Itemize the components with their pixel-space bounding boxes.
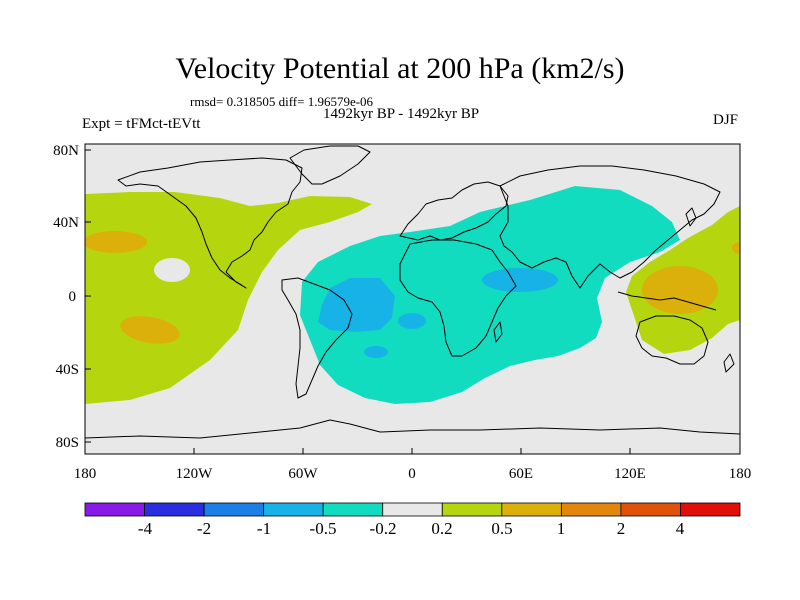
negative-core-south-atlantic (318, 278, 395, 332)
positive-core-north-pacific (85, 231, 147, 253)
lon-label-120w: 120W (176, 466, 214, 482)
colorbar-label: 2 (616, 519, 626, 538)
negative-core-tropical-atlantic (398, 313, 426, 329)
positive-region-east-pacific (85, 192, 372, 404)
coast-maritime-continent (617, 291, 717, 311)
colorbar-box (501, 502, 562, 517)
coast-south-america (281, 277, 353, 399)
coast-africa (399, 239, 517, 357)
period-label: 1492kyr BP - 1492kyr BP (323, 106, 480, 122)
colorbar-box (263, 502, 324, 517)
lon-label-180e: 180 (729, 466, 752, 482)
colorbar-label: -0.2 (369, 519, 397, 538)
colorbar-box (620, 502, 681, 517)
plot-title: Velocity Potential at 200 hPa (km2/s) (175, 52, 625, 85)
colorbar-box (84, 502, 145, 517)
lat-label-0: 0 (69, 289, 77, 305)
lon-label-0: 0 (408, 466, 416, 482)
colorbar-label: -2 (196, 519, 212, 538)
colorbar-box (680, 502, 741, 517)
field-layer (85, 144, 740, 454)
coastlines (85, 145, 740, 439)
coast-greenland (289, 145, 371, 185)
lat-label-80n: 80N (53, 143, 79, 159)
coast-japan (685, 207, 697, 227)
negative-core-arabia (482, 268, 558, 292)
colorbar-label: 0.2 (431, 519, 453, 538)
colorbar-label: -0.5 (309, 519, 337, 538)
lon-label-120e: 120E (614, 466, 646, 482)
coast-north-america (117, 157, 303, 289)
axis-ticks (84, 149, 741, 454)
colorbar-box (382, 502, 443, 517)
colorbar-box (441, 502, 503, 517)
lat-labels: 80N 40N 0 40S 80S (53, 143, 79, 451)
lat-label-40s: 40S (56, 362, 79, 378)
colorbar-box (560, 502, 622, 517)
colorbar-label: -4 (137, 519, 153, 538)
season-label: DJF (713, 112, 739, 128)
colorbar-label: 1 (556, 519, 566, 538)
colorbar-label: -1 (256, 519, 272, 538)
coast-asia (499, 165, 721, 289)
positive-core-west-pacific (642, 266, 718, 314)
lon-label-180w: 180 (74, 466, 97, 482)
neutral-hole-pacific (154, 258, 190, 282)
stats-line: rmsd= 0.318505 diff= 1.96579e-06 (190, 94, 374, 109)
lon-label-60e: 60E (509, 466, 533, 482)
positive-core-south-pacific (120, 316, 180, 344)
lat-label-40n: 40N (53, 215, 79, 231)
colorbar-box (322, 502, 384, 517)
coast-new-zealand (723, 353, 735, 373)
lon-labels: 180 120W 60W 0 60E 120E 180 (74, 466, 752, 482)
lon-label-60w: 60W (288, 466, 318, 482)
colorbar-label: 4 (675, 519, 685, 538)
experiment-label: Expt = tFMct-tEVtt (82, 116, 201, 132)
coast-australia (635, 315, 709, 365)
negative-region-africa-indian (300, 186, 680, 404)
coast-antarctica (85, 419, 740, 439)
colorbar-box (203, 502, 265, 517)
coast-madagascar (493, 321, 503, 343)
lat-label-80s: 80S (56, 435, 79, 451)
coast-europe (399, 181, 509, 241)
positive-core-dateline (732, 242, 740, 254)
colorbar (84, 502, 741, 517)
negative-core-southern (364, 346, 388, 358)
colorbar-label: 0.5 (491, 519, 513, 538)
colorbar-box (144, 502, 205, 517)
